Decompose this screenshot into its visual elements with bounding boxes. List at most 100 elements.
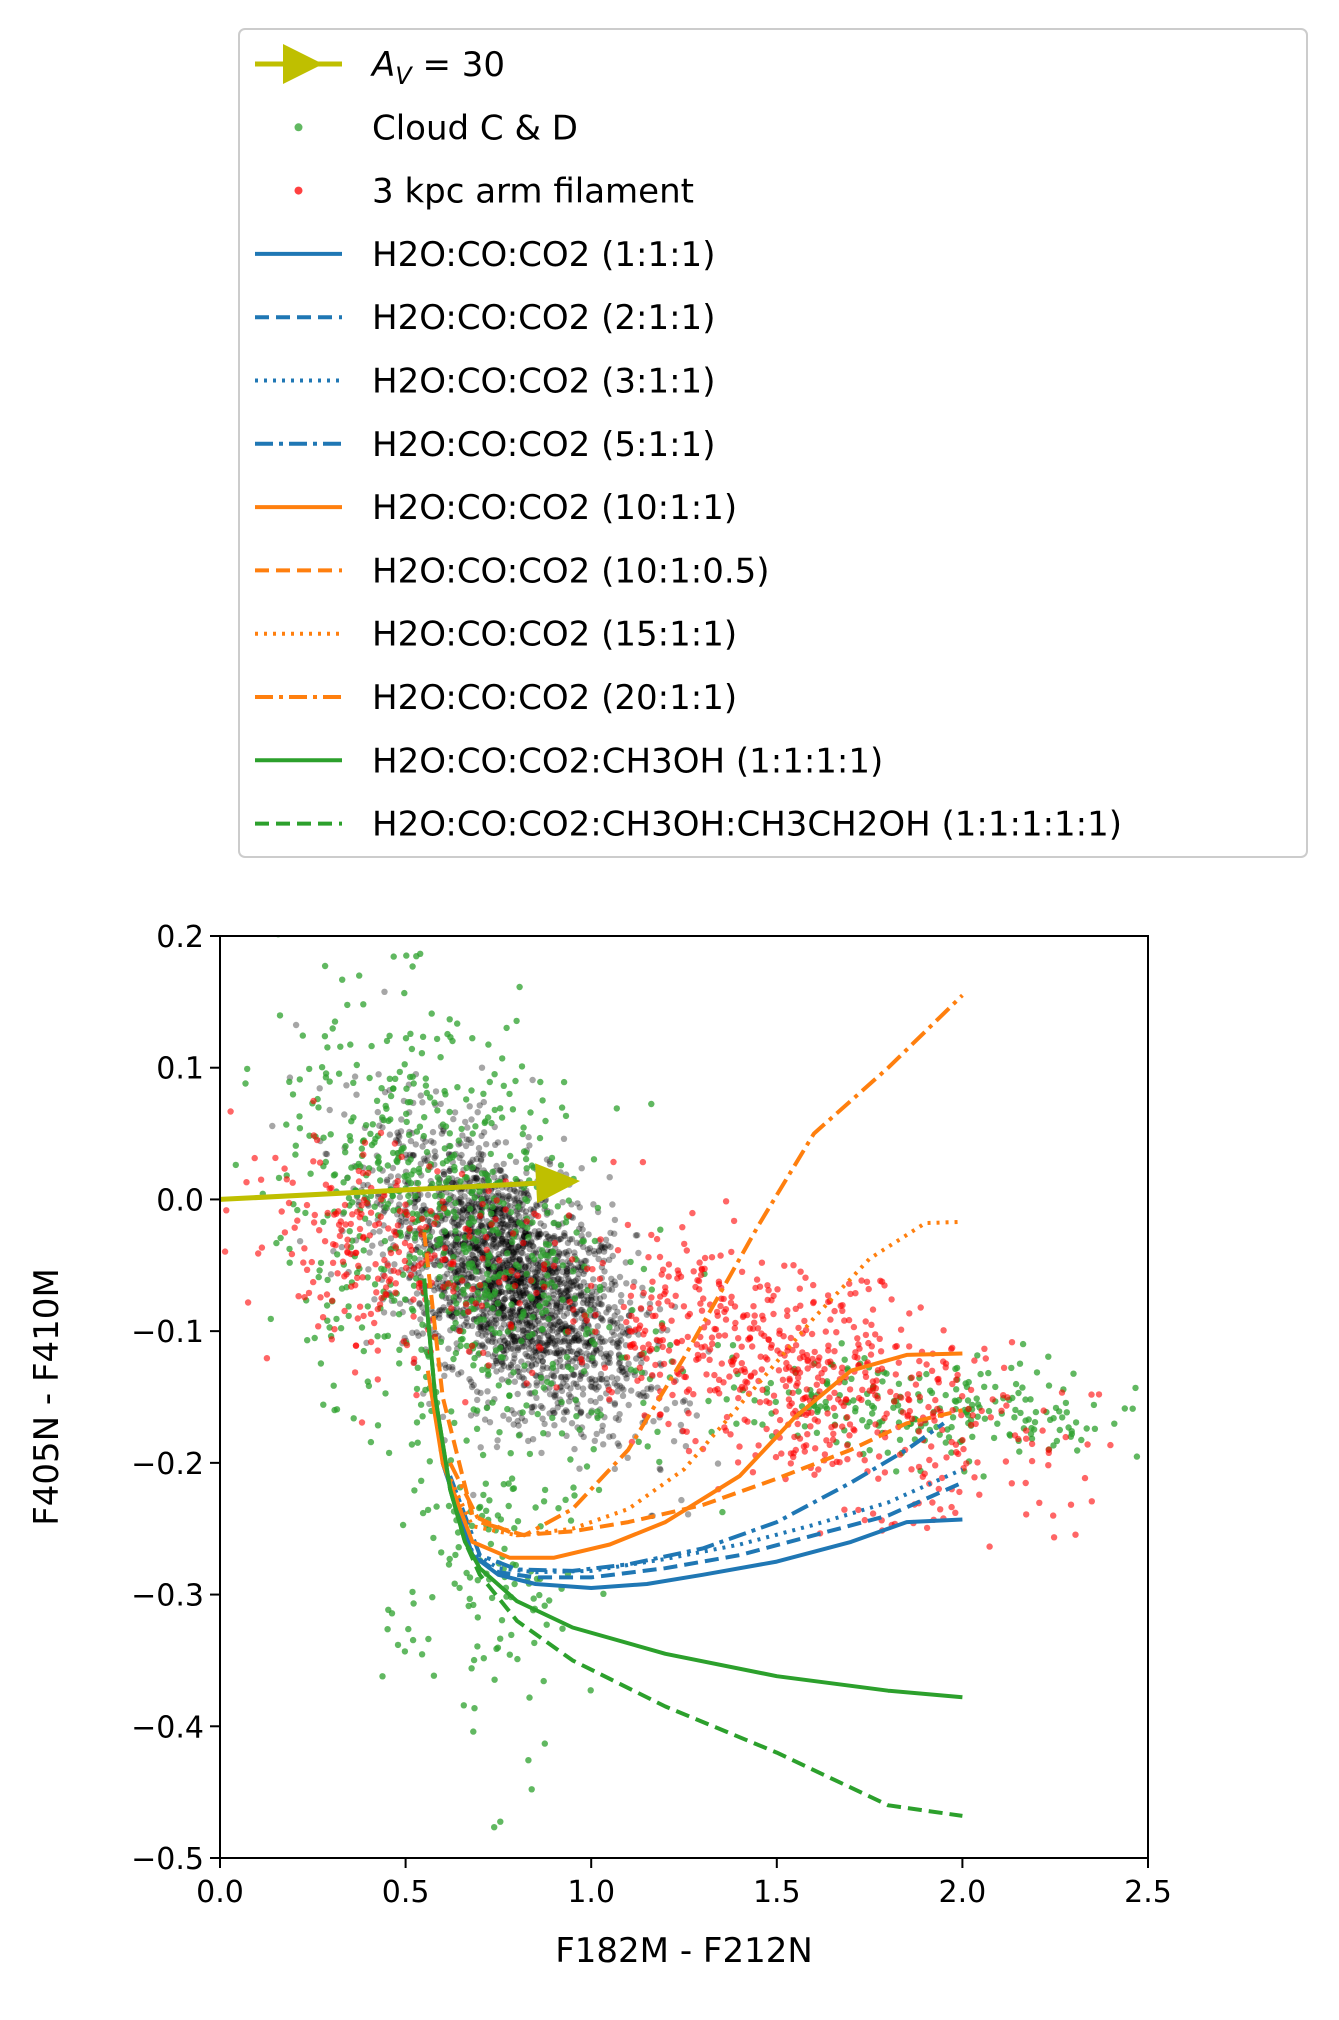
data-point (564, 1287, 571, 1294)
data-point (730, 1384, 738, 1391)
data-point (1059, 1414, 1066, 1421)
data-point (1201, 1391, 1207, 1397)
data-point (537, 1231, 544, 1238)
data-point (750, 1303, 757, 1310)
data-point (441, 1145, 448, 1152)
data-point (618, 1365, 626, 1372)
data-point (990, 1434, 998, 1442)
data-point (613, 1325, 621, 1332)
data-point (559, 1625, 566, 1632)
data-point (830, 1404, 837, 1412)
data-point (301, 1245, 308, 1252)
data-point (784, 1312, 791, 1320)
data-point (929, 1410, 937, 1417)
data-point (528, 1323, 535, 1331)
data-point (732, 1319, 739, 1327)
data-point (626, 1299, 634, 1306)
data-point (606, 1174, 613, 1181)
data-point (507, 1310, 514, 1317)
data-point (550, 1294, 557, 1302)
data-point (528, 1408, 535, 1416)
legend-label: H2O:CO:CO2 (2:1:1) (372, 298, 715, 338)
data-point (1053, 1437, 1061, 1445)
data-point (488, 1316, 495, 1323)
data-point (578, 1291, 585, 1299)
data-point (396, 1068, 403, 1076)
data-point (841, 1378, 848, 1386)
data-point (508, 1289, 516, 1296)
data-point (560, 1279, 568, 1287)
legend-entry-curve: H2O:CO:CO2 (5:1:1) (255, 425, 715, 465)
data-point (329, 1297, 336, 1304)
data-point (263, 1355, 271, 1362)
data-point (528, 1343, 535, 1350)
data-point (465, 1308, 472, 1316)
data-point (693, 1341, 701, 1348)
data-point (520, 1291, 527, 1299)
data-point (960, 1445, 967, 1453)
data-point (508, 1243, 515, 1251)
data-point (468, 1087, 475, 1094)
data-point (550, 1409, 557, 1417)
data-point (498, 1239, 505, 1247)
data-point (281, 1165, 288, 1172)
data-point (551, 1239, 559, 1247)
data-point (590, 1201, 597, 1208)
data-point (738, 1268, 746, 1276)
data-point (337, 1325, 345, 1332)
y-tick-label: 0.0 (156, 1183, 204, 1218)
data-point (411, 1255, 418, 1262)
data-point (564, 1373, 571, 1381)
data-point (782, 1383, 790, 1390)
data-point (296, 1125, 304, 1132)
data-point (546, 1236, 553, 1243)
data-point (528, 1362, 535, 1370)
data-point (698, 1307, 706, 1314)
data-point (697, 1271, 705, 1279)
data-point (1045, 1382, 1053, 1389)
data-point (745, 1336, 752, 1343)
data-point (503, 1238, 510, 1246)
data-point (809, 1361, 816, 1369)
data-point (480, 1129, 488, 1136)
data-point (581, 1312, 588, 1319)
data-point (571, 1334, 579, 1341)
data-point (518, 1337, 525, 1345)
legend-label: H2O:CO:CO2 (15:1:1) (372, 615, 737, 655)
data-point (360, 1247, 367, 1254)
data-point (895, 1359, 902, 1366)
data-point (499, 1235, 506, 1243)
data-point (600, 1293, 608, 1300)
data-point (501, 1545, 508, 1553)
data-point (520, 1311, 527, 1318)
data-point (549, 1335, 556, 1342)
data-point (223, 1207, 230, 1214)
data-point (488, 1221, 495, 1228)
data-point (431, 1154, 438, 1162)
data-point (656, 1306, 664, 1313)
data-point (1133, 1453, 1141, 1460)
data-point (858, 1277, 865, 1284)
data-point (481, 1290, 489, 1297)
data-point (479, 1274, 486, 1281)
data-point (1191, 1413, 1197, 1419)
data-point (525, 1437, 532, 1445)
data-point (361, 1139, 369, 1146)
data-point (468, 1214, 475, 1221)
data-point (969, 1412, 976, 1419)
data-point (528, 1404, 535, 1411)
data-point (334, 1270, 341, 1277)
data-point (544, 1341, 551, 1348)
data-point (844, 1413, 851, 1421)
data-point (571, 1445, 578, 1453)
data-point (468, 1342, 476, 1350)
data-point (344, 1242, 351, 1250)
data-point (715, 1281, 723, 1288)
data-point (311, 1211, 318, 1219)
data-point (469, 1164, 476, 1171)
data-point (586, 1307, 594, 1314)
data-point (564, 1239, 572, 1247)
data-point (657, 1411, 664, 1418)
data-point (469, 1263, 476, 1270)
data-point (407, 1030, 414, 1038)
